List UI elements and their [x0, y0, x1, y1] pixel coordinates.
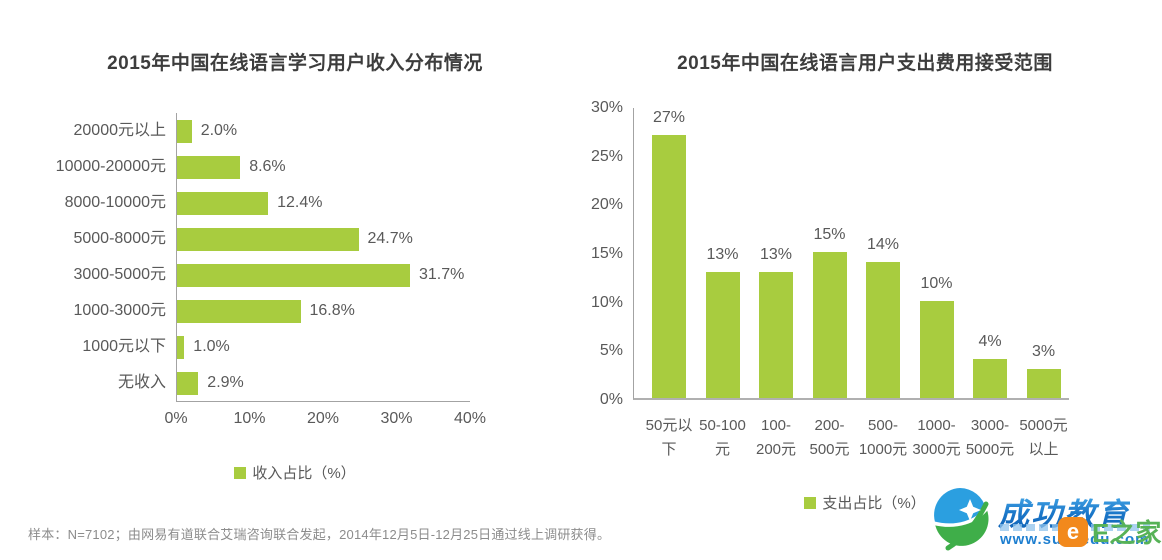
- bar: [177, 191, 269, 215]
- category-label: 50元以下: [645, 417, 693, 458]
- x-tick-label: 30%: [380, 410, 413, 427]
- bar-row: 12.4%: [177, 185, 470, 221]
- value-label: 24.7%: [367, 230, 413, 247]
- spending-legend-label: 支出占比（%）: [822, 495, 926, 512]
- bar: [177, 227, 359, 251]
- spending-chart-plot: 0% 5% 10% 15% 20% 25% 30% 27% 50元以下 13% 50-100 元 13…: [585, 99, 1145, 458]
- bar: [177, 371, 199, 395]
- income-bar-area: 2.0% 8.6% 12.4% 24.7% 31.7% 16.8% 1.0% 2.9%: [176, 113, 470, 402]
- category-label: 20000元以上: [73, 122, 167, 139]
- y-tick-label: 5%: [599, 342, 623, 360]
- value-label: 2.9%: [207, 374, 244, 391]
- category-label: 3000-5000元: [73, 266, 166, 283]
- x-tick-label: 40%: [453, 410, 487, 427]
- watermark-url: www.succedu.com: [1000, 531, 1150, 548]
- bar: [1026, 368, 1061, 398]
- bar: [177, 263, 410, 287]
- e-badge-icon: e: [1058, 516, 1088, 547]
- x-tick-label: 0%: [164, 410, 188, 427]
- bar-row: 31.7%: [177, 257, 470, 293]
- category-label: 50-100 元: [699, 417, 746, 458]
- watermark-corner-brand: E之家: [1092, 518, 1162, 548]
- sample-note: 样本：N=7102；由网易有道联合艾瑞咨询联合发起，2014年12月5日-12月…: [28, 527, 611, 542]
- value-label: 3%: [1031, 342, 1056, 360]
- value-label: 15%: [813, 226, 846, 243]
- income-chart-title: 2015年中国在线语言学习用户收入分布情况: [107, 53, 483, 74]
- income-distribution-chart: 2015年中国在线语言学习用户收入分布情况 20000元以上 10000-2000…: [30, 40, 560, 483]
- category-label: 无收入: [117, 374, 166, 391]
- income-chart-legend: 收入占比（%）: [30, 462, 560, 483]
- y-tick-label: 20%: [590, 196, 623, 214]
- spending-chart-title: 2015年中国在线语言用户支出费用接受范围: [677, 53, 1053, 74]
- y-tick-label: 30%: [590, 99, 623, 116]
- watermark-fineprint: [1000, 524, 1150, 531]
- y-tick-label: 25%: [590, 147, 623, 165]
- income-category-axis: 20000元以上 10000-20000元 8000-10000元 5000-8000…: [30, 113, 176, 402]
- spending-bar-area: 27% 50元以下 13% 50-100 元 13% 100- 200元 15% 200- 500元…: [633, 108, 1069, 458]
- value-label: 13%: [759, 245, 793, 263]
- category-label: 5000-8000元: [73, 230, 166, 247]
- y-tick-label: 15%: [590, 245, 623, 262]
- category-label: 500- 1000元: [858, 417, 908, 458]
- category-label: 1000-3000元: [73, 302, 166, 319]
- legend-swatch-icon: [804, 496, 817, 509]
- bar: [177, 155, 241, 179]
- legend-swatch-icon: [234, 466, 247, 479]
- bar-row: 1.0%: [177, 329, 470, 365]
- spending-chart-legend: 支出占比（%）: [585, 492, 1145, 513]
- bar: [177, 119, 192, 143]
- category-label: 10000-20000元: [55, 158, 166, 175]
- category-label: 100- 200元: [755, 417, 797, 458]
- bar: [812, 252, 847, 398]
- x-tick-label: 10%: [233, 410, 266, 427]
- value-label: 13%: [706, 245, 739, 263]
- bar: [866, 261, 900, 398]
- value-label: 10%: [920, 274, 953, 292]
- bar-row: 2.0%: [177, 113, 470, 149]
- category-label: 3000-5000元: [965, 417, 1015, 458]
- value-label: 4%: [978, 333, 1002, 351]
- value-label: 2.0%: [200, 122, 238, 139]
- category-label: 5000元 以上: [1019, 417, 1068, 458]
- watermark-corner: e E之家: [1058, 513, 1161, 550]
- value-label: 27%: [652, 109, 686, 127]
- category-label: 200- 500元: [809, 417, 850, 458]
- bar: [973, 359, 1007, 398]
- value-label: 12.4%: [277, 194, 323, 211]
- value-label: 1.0%: [193, 338, 230, 355]
- y-tick-label: 10%: [590, 293, 623, 311]
- bar: [759, 271, 793, 398]
- y-tick-label: 0%: [599, 391, 623, 408]
- income-chart-plot: 20000元以上 10000-20000元 8000-10000元 5000-8000…: [30, 113, 560, 402]
- value-label: 16.8%: [309, 302, 355, 319]
- bar: [652, 135, 686, 398]
- category-label: 8000-10000元: [64, 194, 166, 211]
- spending-range-chart: 2015年中国在线语言用户支出费用接受范围 0% 5% 10% 15% 20% 25% 30…: [585, 40, 1145, 513]
- income-value-axis: 0% 10% 20% 30% 40%: [164, 410, 486, 432]
- bar-row: 24.7%: [177, 221, 470, 257]
- bar: [177, 335, 185, 359]
- spending-value-axis: 0% 5% 10% 15% 20% 25% 30%: [585, 99, 633, 408]
- category-label: 1000-3000元: [912, 417, 961, 458]
- bar-row: 16.8%: [177, 293, 470, 329]
- bar-row: 8.6%: [177, 149, 470, 185]
- category-label: 1000元以下: [82, 338, 166, 355]
- bar-row: 2.9%: [177, 365, 470, 401]
- bar: [705, 271, 740, 398]
- value-label: 31.7%: [419, 266, 465, 283]
- value-label: 8.6%: [249, 158, 286, 175]
- x-tick-label: 20%: [306, 410, 340, 427]
- income-legend-label: 收入占比（%）: [252, 465, 356, 482]
- value-label: 14%: [866, 235, 900, 253]
- bar: [177, 299, 301, 323]
- bar: [919, 300, 954, 398]
